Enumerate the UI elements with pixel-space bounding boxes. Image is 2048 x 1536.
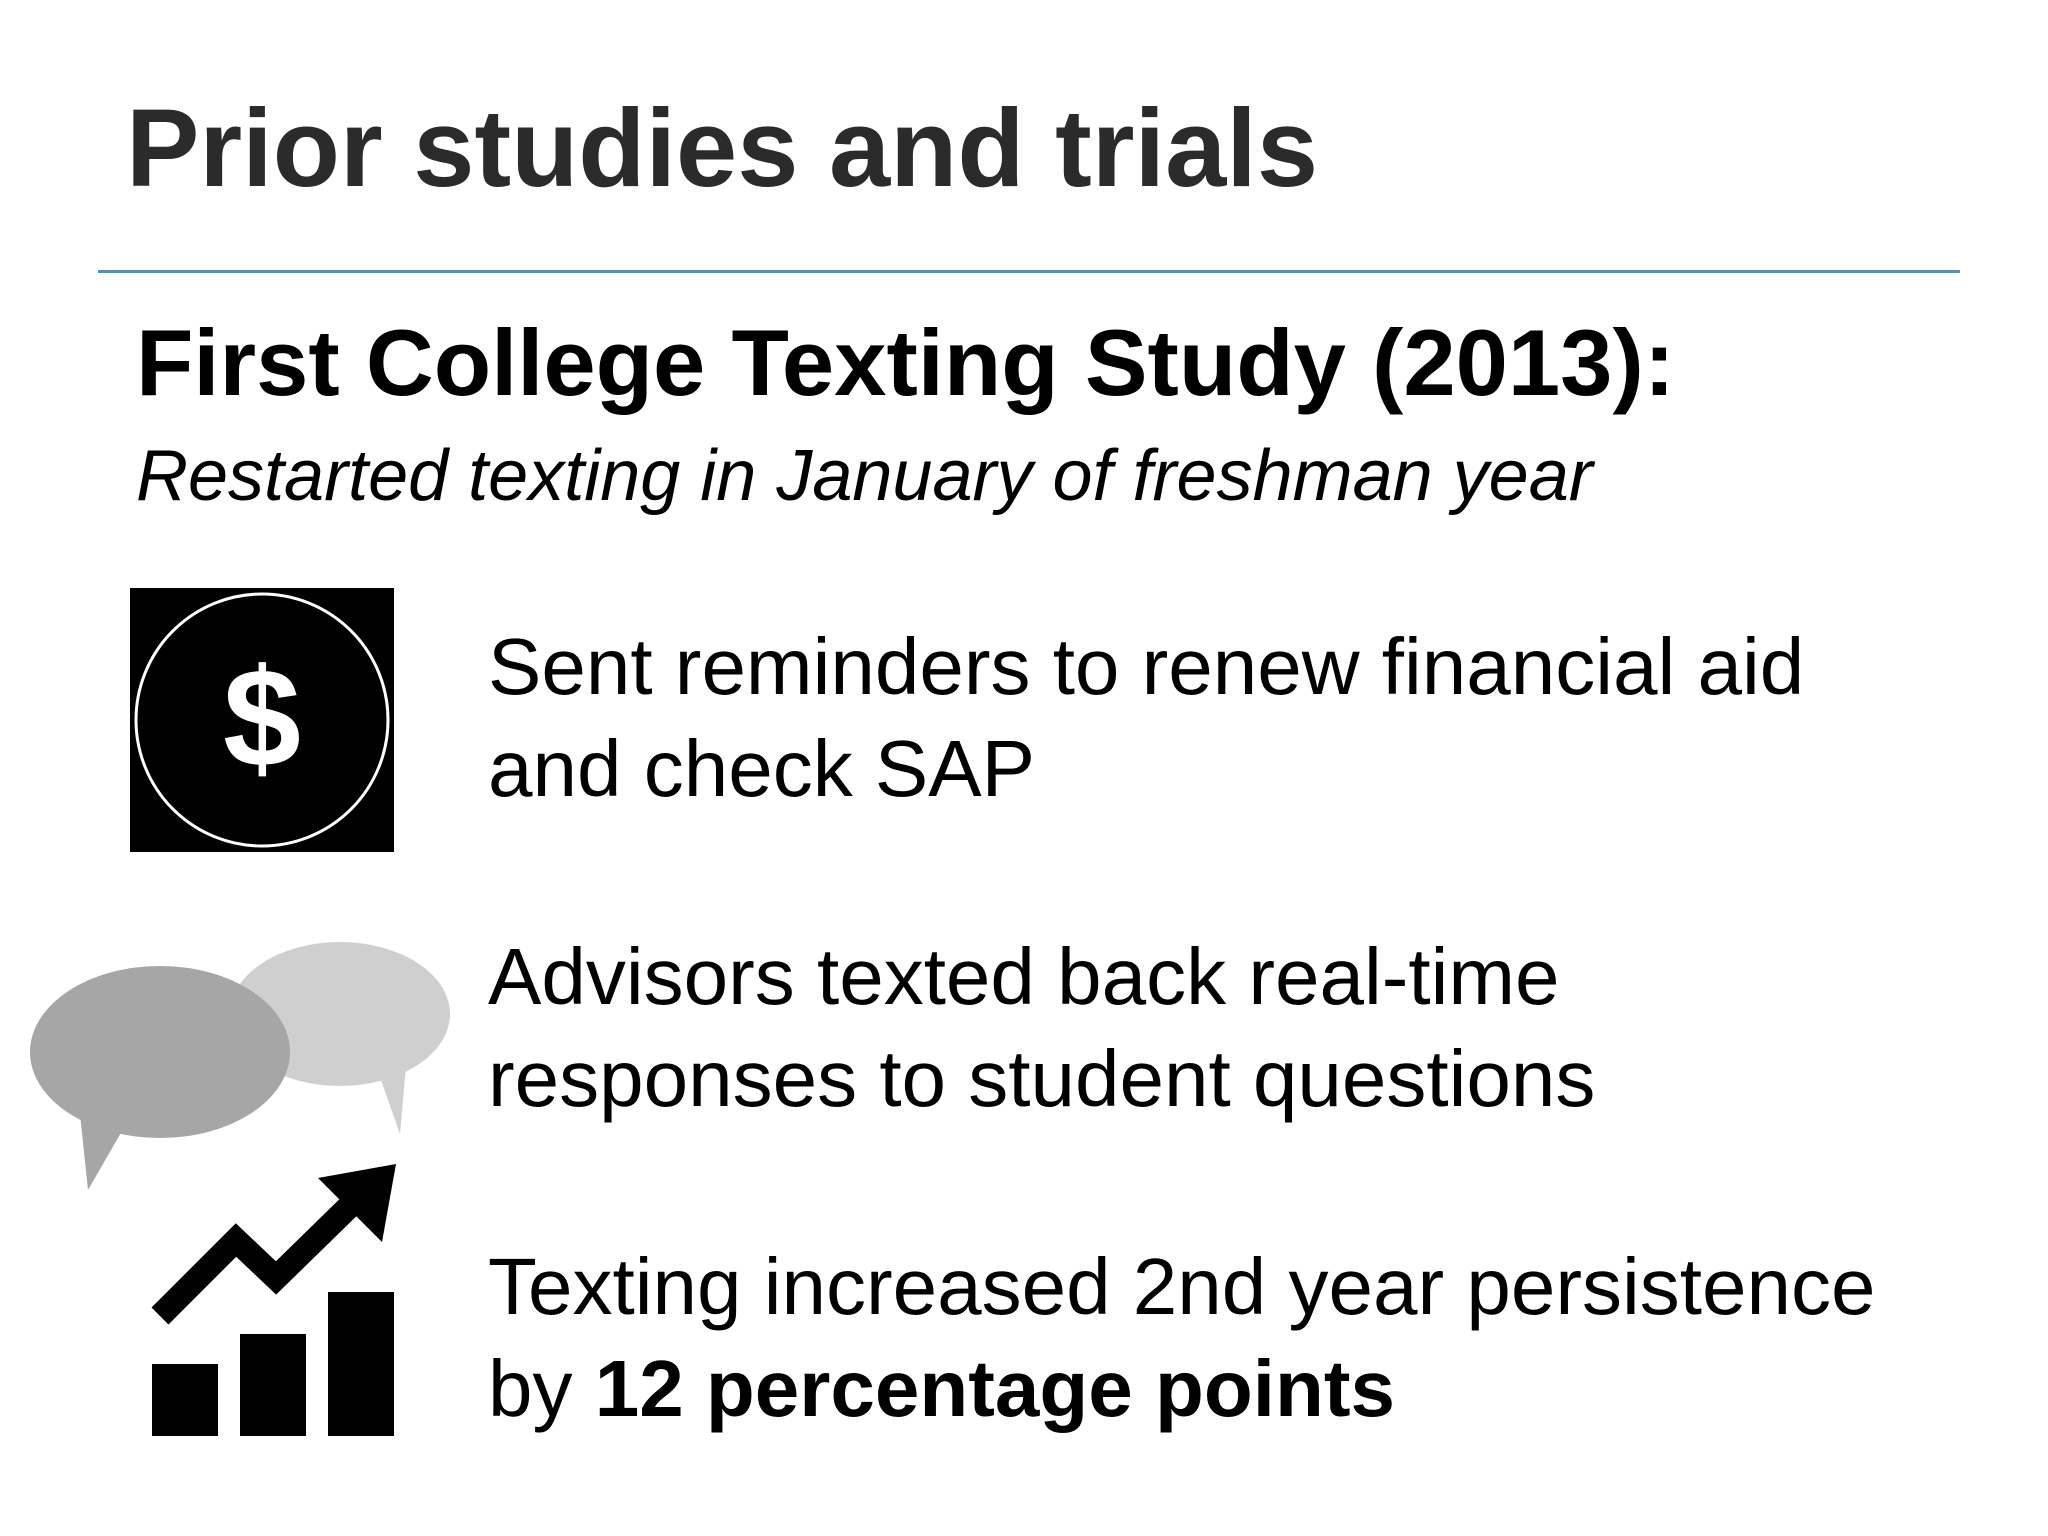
point-2-line-2: responses to student questions [488,1034,1596,1123]
dollar-circle-icon: $ [130,588,394,852]
growth-chart-icon [151,1164,396,1436]
point-1-line-1: Sent reminders to renew financial aid [488,622,1805,711]
point-3-prefix: by [488,1344,595,1433]
speech-bubbles-icon [30,942,450,1190]
point-persistence: Texting increased 2nd year persistence b… [488,1236,1875,1440]
study-subtitle: Restarted texting in January of freshman… [136,436,1593,516]
title-divider [98,270,1960,273]
point-advisors: Advisors texted back real-time responses… [488,926,1595,1130]
point-2-line-1: Advisors texted back real-time [488,932,1560,1021]
point-3-emphasis: 12 percentage points [594,1344,1395,1433]
point-3-line-2: by 12 percentage points [488,1338,1875,1440]
svg-text:$: $ [223,639,301,796]
point-financial-aid: Sent reminders to renew financial aid an… [488,616,1804,820]
slide-title: Prior studies and trials [126,87,1319,210]
point-3-line-1: Texting increased 2nd year persistence [488,1242,1876,1331]
study-heading: First College Texting Study (2013): [136,310,1676,415]
point-1-line-2: and check SAP [488,724,1035,813]
